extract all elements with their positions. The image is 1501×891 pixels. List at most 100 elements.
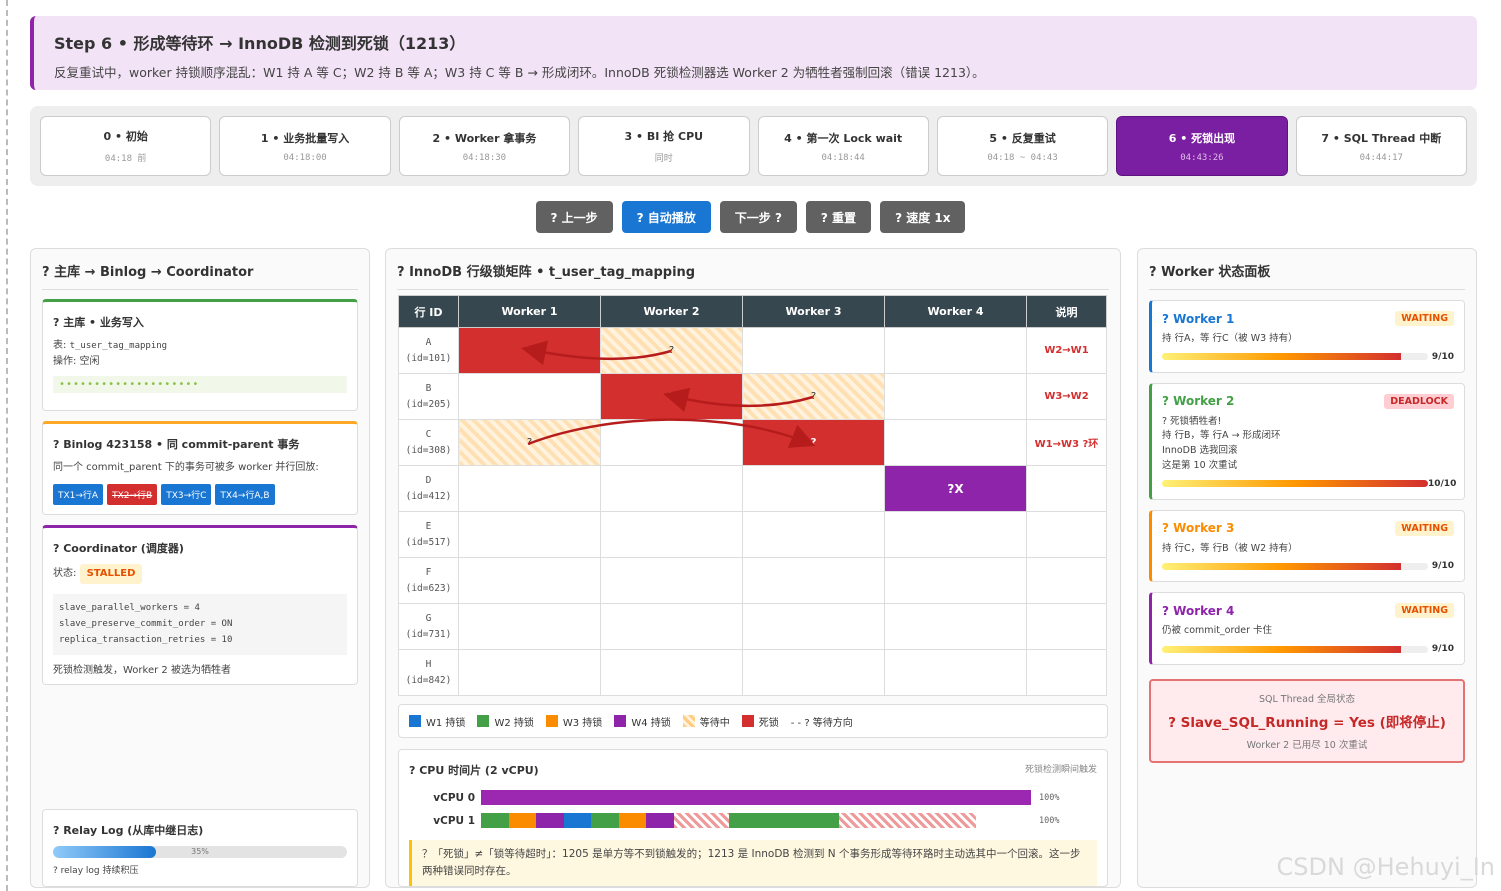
header-worker-1: Worker 1 bbox=[458, 295, 601, 328]
matrix-row-e: E (id=517) bbox=[398, 511, 1107, 558]
reset-button[interactable]: ? 重置 bbox=[805, 201, 872, 233]
prev-step-button[interactable]: ? 上一步 bbox=[535, 201, 613, 233]
header-worker-3: Worker 3 bbox=[742, 295, 885, 328]
legend-swatch bbox=[477, 715, 490, 727]
lock-cell-w4-free bbox=[884, 373, 1027, 420]
relay-log-card: ? Relay Log (从库中继日志) 35% ? relay log 持续积… bbox=[42, 809, 358, 887]
legend-swatch bbox=[545, 715, 558, 727]
row-note-cell bbox=[1026, 603, 1107, 650]
master-binlog-panel: ? 主库 → Binlog → Coordinator ? 主库 • 业务写入 … bbox=[30, 248, 370, 888]
matrix-row-d: D (id=412) ?X bbox=[398, 465, 1107, 512]
lock-cell-w4-purple: ?X bbox=[884, 465, 1027, 512]
panel-title-workers: ? Worker 状态面板 bbox=[1149, 261, 1465, 290]
worker-status-panel: ? Worker 状态面板 ? Worker 1 WAITING 持 行A，等 行C… bbox=[1137, 248, 1477, 888]
coordinator-config: slave_parallel_workers = 4 slave_preserv… bbox=[53, 594, 347, 655]
legend-item: W1 持锁 bbox=[409, 714, 465, 729]
timeline-step-2[interactable]: 2 • Worker 拿事务 04:18:30 bbox=[398, 116, 571, 176]
legend-swatch bbox=[409, 715, 421, 727]
row-id-cell: D (id=412) bbox=[398, 465, 459, 512]
status-badge: WAITING bbox=[1395, 520, 1454, 536]
worker-desc: ? 死锁牺牲者! 持 行B，等 行A → 形成闭环 InnoDB 选我回滚 这是第 1… bbox=[1162, 415, 1281, 471]
legend-item: - - ? 等待方向 bbox=[790, 717, 853, 729]
header-worker-2: Worker 2 bbox=[600, 295, 743, 328]
timeline: 0 • 初始 04:18 前 1 • 业务批量写入 04:18:00 2 • Wor… bbox=[30, 106, 1477, 186]
panel-title-master: ? 主库 → Binlog → Coordinator bbox=[42, 261, 358, 290]
master-table: 表: t_user_tag_mapping bbox=[53, 340, 168, 351]
lock-cell-w3-red: ? bbox=[742, 419, 885, 466]
header-note: 说明 bbox=[1026, 295, 1107, 328]
row-id-cell: C (id=308) bbox=[398, 419, 459, 466]
coordinator-card: ? Coordinator (调度器) 状态: STALLED slave_pa… bbox=[42, 525, 358, 685]
header-worker-4: Worker 4 bbox=[884, 295, 1027, 328]
binlog-tx-list: TX1→行A TX2→行B TX3→行C TX4→行A,B bbox=[53, 484, 347, 505]
lock-cell-w2-free bbox=[600, 603, 743, 650]
master-operation: 操作: 空闲 bbox=[53, 356, 100, 367]
relay-log-progress-fill bbox=[53, 846, 156, 858]
master-activity-dots: •••••••••••••••••••• bbox=[53, 376, 347, 393]
cpu-row-0: vCPU 0 100% bbox=[433, 790, 1060, 805]
row-id-cell: B (id=205) bbox=[398, 373, 459, 420]
timeline-step-3[interactable]: 3 • BI 抢 CPU 同时 bbox=[578, 116, 750, 176]
row-note-cell: W3→W2 bbox=[1026, 373, 1107, 420]
master-write-card: ? 主库 • 业务写入 表: t_user_tag_mapping 操作: 空闲… bbox=[42, 299, 358, 411]
worker-card-2: ? Worker 2 DEADLOCK ? 死锁牺牲者! 持 行B，等 行A → 形成… bbox=[1149, 382, 1465, 500]
binlog-desc: 同一个 commit_parent 下的事务可被多 worker 并行回放: bbox=[53, 462, 319, 473]
lock-cell-w2-free bbox=[600, 465, 743, 512]
lock-cell-w2-free bbox=[600, 557, 743, 604]
coordinator-card-title: ? Coordinator (调度器) bbox=[53, 542, 184, 555]
next-step-button[interactable]: 下一步 ? bbox=[719, 201, 797, 233]
matrix-row-h: H (id=842) bbox=[398, 649, 1107, 696]
row-note-cell: W2→W1 bbox=[1026, 327, 1107, 374]
lock-cell-w4-free bbox=[884, 419, 1027, 466]
legend-swatch bbox=[682, 715, 695, 727]
retry-count: 9/10 bbox=[1431, 351, 1454, 362]
timeline-step-1[interactable]: 1 • 业务批量写入 04:18:00 bbox=[219, 116, 391, 176]
legend-item: W3 持锁 bbox=[545, 714, 602, 729]
deadlock-tip: ？「死锁」≠「锁等待超时」：1205 是单方等不到锁触发的；1213 是 Inn… bbox=[409, 840, 1097, 886]
step-title: Step 6 • 形成等待环 → InnoDB 检测到死锁（1213） bbox=[54, 34, 466, 53]
worker-card-3: ? Worker 3 WAITING 持 行C，等 行B（被 W2 持有） 9/10 bbox=[1149, 509, 1465, 583]
timeline-step-6-active[interactable]: 6 • 死锁出现 04:43:26 bbox=[1116, 116, 1288, 176]
worker-card-1: ? Worker 1 WAITING 持 行A，等 行C（被 W3 持有） 9/10 bbox=[1149, 300, 1465, 373]
timeline-step-0[interactable]: 0 • 初始 04:18 前 bbox=[40, 116, 212, 176]
matrix-row-b: B (id=205)?? W3→W2 bbox=[398, 373, 1107, 420]
row-id-cell: F (id=623) bbox=[398, 557, 459, 604]
lock-cell-w1-free bbox=[458, 465, 601, 512]
row-note-cell bbox=[1026, 649, 1107, 696]
lock-cell-w4-free bbox=[884, 511, 1027, 558]
lock-cell-w1-wait: ? bbox=[458, 419, 601, 466]
left-dashed-border bbox=[6, 0, 8, 891]
timeline-step-7[interactable]: 7 • SQL Thread 中断 04:44:17 bbox=[1295, 116, 1467, 176]
watermark: CSDN @Hehuyi_In bbox=[1276, 853, 1495, 881]
relay-log-percent: 35% bbox=[191, 847, 209, 856]
lock-cell-w1-free bbox=[458, 557, 601, 604]
timeline-step-4[interactable]: 4 • 第一次 Lock wait 04:18:44 bbox=[757, 116, 929, 176]
status-badge: WAITING bbox=[1395, 603, 1454, 619]
retry-count: 9/10 bbox=[1431, 644, 1454, 655]
speed-button[interactable]: ? 速度 1x bbox=[880, 201, 966, 233]
master-card-title: ? 主库 • 业务写入 bbox=[53, 316, 144, 329]
lock-cell-w3-free bbox=[742, 465, 885, 512]
lock-cell-w3-free bbox=[742, 649, 885, 696]
binlog-card-title: ? Binlog 423158 • 同 commit-parent 事务 bbox=[53, 438, 300, 451]
row-id-cell: E (id=517) bbox=[398, 511, 459, 558]
tx-chip-rolled-back: TX2→行B bbox=[107, 484, 158, 505]
timeline-step-5[interactable]: 5 • 反复重试 04:18 ~ 04:43 bbox=[936, 116, 1109, 176]
autoplay-button[interactable]: ? 自动播放 bbox=[621, 201, 711, 233]
cpu-hint: 死锁检测瞬间触发 bbox=[1024, 765, 1097, 775]
worker-desc: 持 行A，等 行C（被 W3 持有） bbox=[1162, 333, 1298, 344]
matrix-legend: W1 持锁 W2 持锁 W3 持锁 W4 持锁 等待中 死锁 - - ? 等待方向 bbox=[398, 704, 1108, 738]
lock-cell-w4-free bbox=[884, 327, 1027, 374]
sql-thread-running: ? Slave_SQL_Running = Yes (即将停止) bbox=[1168, 715, 1446, 732]
cpu-title: ? CPU 时间片 (2 vCPU) bbox=[409, 764, 539, 777]
tx-chip: TX4→行A,B bbox=[215, 484, 275, 505]
status-badge: DEADLOCK bbox=[1384, 393, 1454, 409]
lock-cell-w2-free bbox=[600, 649, 743, 696]
binlog-card: ? Binlog 423158 • 同 commit-parent 事务 同一个… bbox=[42, 421, 358, 515]
sql-thread-sub: Worker 2 已用尽 10 次重试 bbox=[1246, 740, 1368, 752]
legend-item: 等待中 bbox=[682, 714, 730, 729]
worker-card-4: ? Worker 4 WAITING 仍被 commit_order 卡住 9/10 bbox=[1149, 592, 1465, 666]
matrix-row-a: A (id=101)?? W2→W1 bbox=[398, 327, 1107, 374]
worker-name: ? Worker 3 bbox=[1162, 521, 1235, 536]
lock-cell-w3-free bbox=[742, 327, 885, 374]
